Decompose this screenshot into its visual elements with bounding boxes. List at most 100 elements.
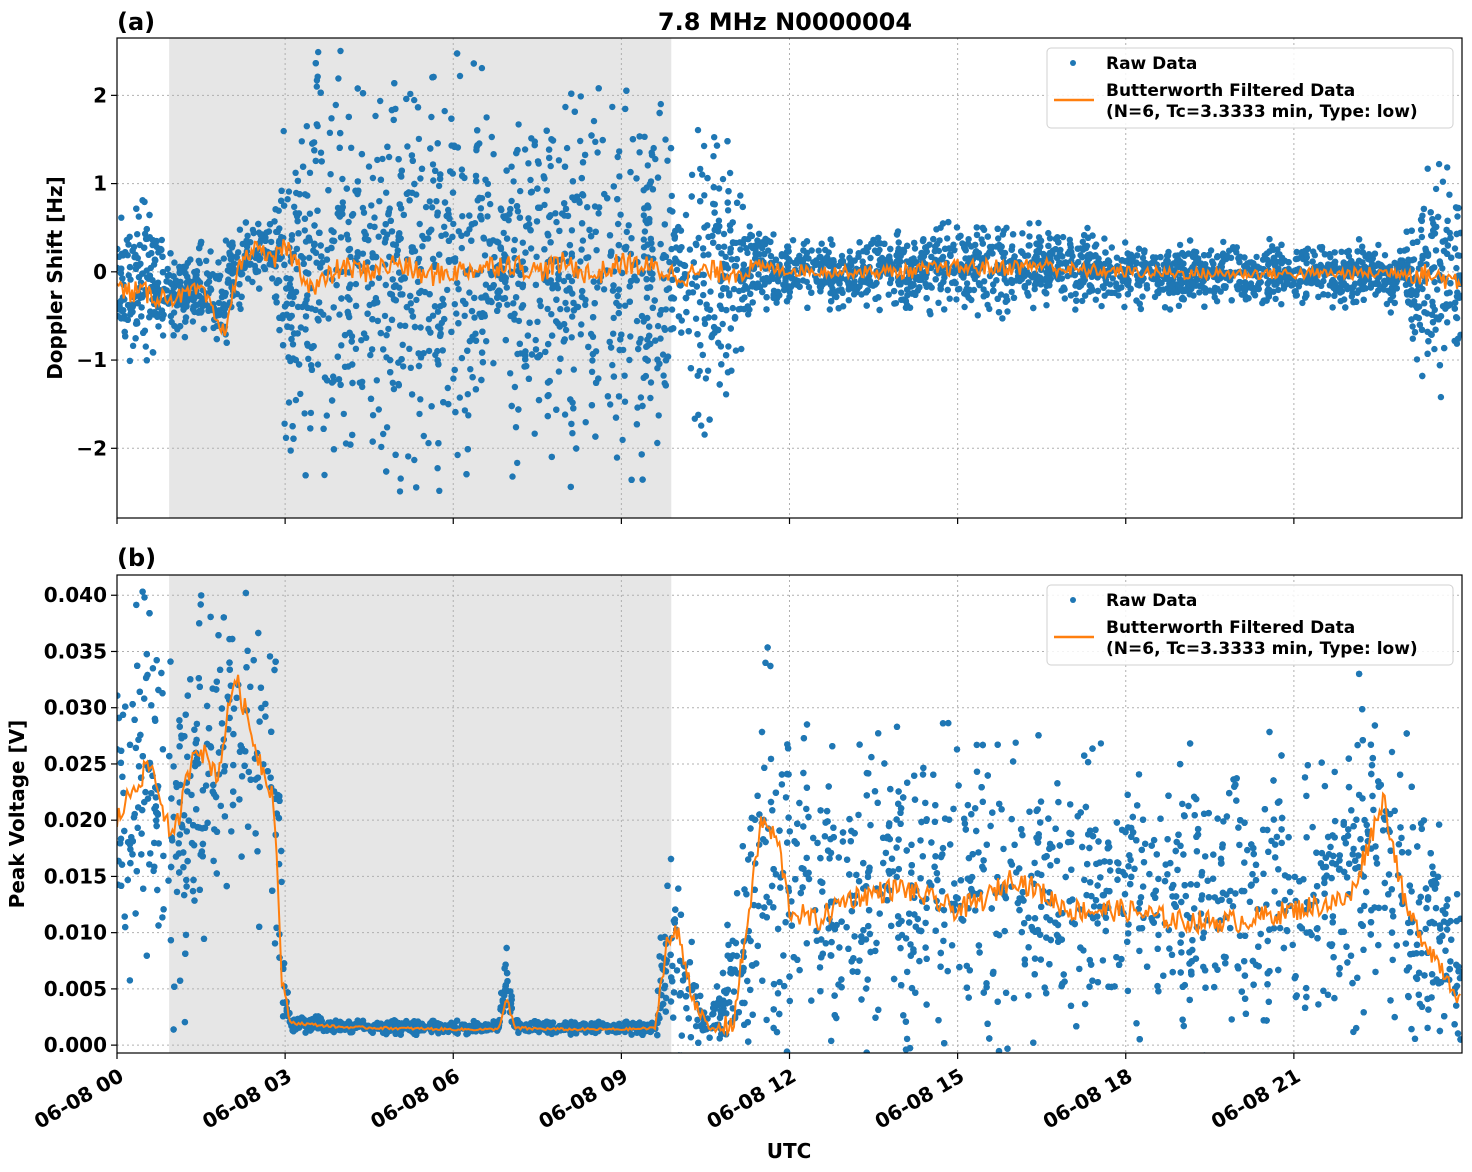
raw-data-point	[1434, 286, 1441, 293]
raw-data-point	[1299, 299, 1306, 307]
raw-data-point	[1318, 246, 1325, 253]
raw-data-point	[515, 406, 522, 413]
raw-data-point	[448, 328, 455, 336]
raw-data-point	[182, 314, 190, 321]
raw-data-point	[1345, 247, 1353, 255]
raw-data-point	[369, 438, 376, 445]
raw-data-point	[525, 160, 532, 167]
raw-data-point	[1008, 288, 1015, 296]
raw-data-point	[928, 284, 935, 291]
raw-data-point	[1052, 246, 1059, 253]
raw-data-point	[183, 279, 190, 286]
raw-data-point	[446, 215, 453, 222]
raw-data-point	[336, 311, 343, 318]
raw-data-point	[1242, 296, 1250, 303]
raw-data-point	[931, 247, 939, 255]
raw-data-point	[1008, 246, 1015, 253]
raw-data-point	[559, 210, 566, 217]
raw-data-point	[276, 326, 283, 334]
raw-data-point	[182, 263, 189, 271]
raw-data-point	[587, 233, 595, 240]
raw-data-point	[641, 228, 649, 235]
raw-data-point	[461, 407, 469, 414]
raw-data-point	[1026, 220, 1033, 227]
raw-data-point	[922, 280, 929, 288]
panel-a: (a) 7.8 MHz N0000004 Doppler Shift [Hz] …	[43, 8, 1463, 524]
raw-data-point	[371, 214, 378, 221]
raw-data-point	[503, 235, 511, 242]
raw-data-point	[707, 288, 714, 295]
raw-data-point	[719, 320, 726, 328]
raw-data-point	[517, 187, 524, 195]
raw-data-point	[1008, 276, 1015, 284]
raw-data-point	[690, 259, 697, 266]
raw-data-point	[389, 276, 396, 283]
raw-data-point	[1074, 245, 1082, 252]
raw-data-point	[571, 108, 578, 115]
raw-data-point	[1101, 235, 1108, 242]
raw-data-point	[244, 232, 251, 239]
raw-data-point	[325, 187, 332, 194]
raw-data-point	[343, 231, 351, 238]
raw-data-point	[428, 113, 435, 121]
raw-data-point	[1046, 235, 1054, 242]
raw-data-point	[143, 225, 150, 233]
raw-data-point	[477, 205, 485, 212]
raw-data-point	[535, 396, 543, 404]
raw-data-point	[805, 283, 813, 291]
raw-data-point	[562, 103, 569, 111]
raw-data-point	[578, 321, 585, 328]
raw-data-point	[813, 278, 821, 285]
raw-data-point	[1444, 217, 1451, 224]
raw-data-point	[498, 206, 505, 214]
raw-data-point	[1381, 252, 1389, 259]
raw-data-point	[577, 258, 584, 265]
raw-data-point	[295, 230, 302, 237]
raw-data-point	[409, 157, 416, 164]
raw-data-point	[589, 314, 597, 321]
raw-data-point	[315, 48, 322, 56]
raw-data-point	[859, 258, 866, 265]
raw-data-point	[268, 238, 275, 246]
raw-data-point	[731, 313, 739, 321]
raw-data-point	[1416, 321, 1424, 329]
raw-data-point	[711, 209, 718, 216]
raw-data-point	[663, 286, 670, 294]
raw-data-point	[218, 294, 226, 301]
raw-data-point	[516, 340, 523, 347]
raw-data-point	[159, 332, 167, 339]
raw-data-point	[1124, 291, 1132, 298]
raw-data-point	[717, 292, 725, 299]
raw-data-point	[429, 161, 437, 168]
raw-data-point	[1236, 279, 1244, 286]
raw-data-point	[860, 277, 867, 284]
raw-data-point	[1377, 261, 1385, 269]
raw-data-point	[317, 149, 325, 156]
raw-data-point	[288, 335, 295, 343]
raw-data-point	[621, 372, 628, 379]
raw-data-point	[481, 252, 489, 259]
raw-data-point	[607, 252, 614, 259]
raw-data-point	[297, 390, 304, 398]
raw-data-point	[380, 430, 387, 438]
raw-data-point	[280, 234, 287, 242]
raw-data-point	[1160, 286, 1167, 293]
raw-data-point	[770, 275, 777, 282]
raw-data-point	[858, 291, 865, 298]
raw-data-point	[541, 246, 548, 253]
raw-data-point	[283, 285, 290, 292]
raw-data-point	[817, 253, 824, 261]
raw-data-point	[195, 257, 202, 265]
raw-data-point	[380, 346, 387, 353]
raw-data-point	[783, 298, 791, 305]
raw-data-point	[190, 303, 197, 310]
raw-data-point	[305, 234, 313, 241]
raw-data-point	[385, 325, 392, 333]
raw-data-point	[215, 299, 223, 306]
raw-data-point	[621, 398, 629, 405]
raw-data-point	[692, 315, 700, 322]
raw-data-point	[390, 116, 397, 124]
raw-data-point	[573, 445, 580, 452]
raw-data-point	[502, 274, 509, 282]
raw-data-point	[459, 213, 466, 220]
